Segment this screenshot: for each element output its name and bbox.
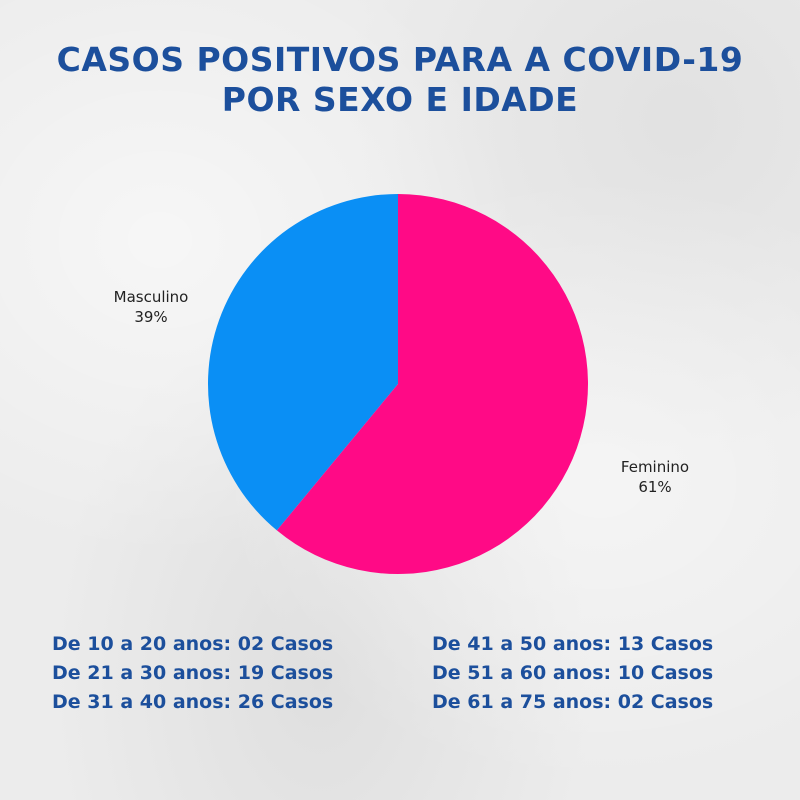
age-group-row: De 31 a 40 anos: 26 Casos	[52, 691, 334, 713]
label-feminino-percent: 61%	[638, 478, 672, 496]
pie-slice-feminino	[276, 194, 588, 574]
label-feminino-name: Feminino	[620, 458, 690, 476]
title-line-1: CASOS POSITIVOS PARA A COVID-19	[56, 40, 744, 79]
label-masculino-percent: 39%	[134, 308, 168, 326]
age-group-row: De 41 a 50 anos: 13 Casos	[432, 633, 714, 655]
pie-slice-masculino	[207, 194, 398, 531]
chart-title: CASOS POSITIVOS PARA A COVID-19 POR SEXO…	[0, 40, 800, 120]
age-group-row: De 10 a 20 anos: 02 Casos	[52, 633, 334, 655]
age-groups-left: De 10 a 20 anos: 02 Casos De 21 a 30 ano…	[52, 630, 333, 717]
age-group-row: De 51 a 60 anos: 10 Casos	[432, 662, 714, 684]
age-group-row: De 61 a 75 anos: 02 Casos	[432, 691, 714, 713]
label-masculino-name: Masculino	[113, 288, 189, 306]
label-feminino: Feminino 61%	[600, 457, 710, 497]
age-group-row: De 21 a 30 anos: 19 Casos	[52, 662, 334, 684]
label-masculino: Masculino 39%	[96, 287, 206, 327]
age-groups-right: De 41 a 50 anos: 13 Casos De 51 a 60 ano…	[432, 630, 713, 717]
title-line-2: POR SEXO E IDADE	[221, 80, 579, 119]
